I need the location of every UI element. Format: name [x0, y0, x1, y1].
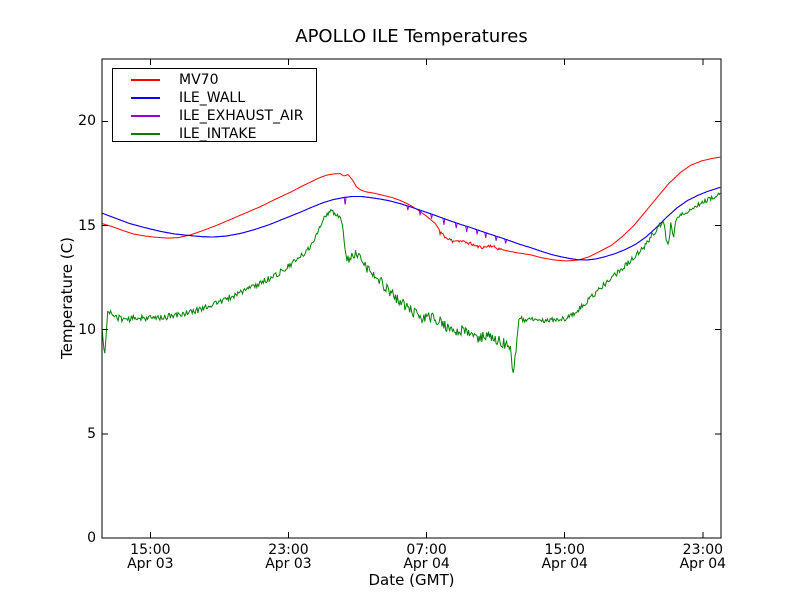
x-tick-label: 15:00 Apr 04 — [517, 543, 613, 571]
legend-line-sample — [131, 115, 160, 117]
series-line-ile_exhaust_air — [102, 186, 721, 261]
y-tick-label: 20 — [78, 113, 96, 130]
legend-line-sample — [131, 97, 160, 99]
x-axis-label: Date (GMT) — [368, 571, 455, 589]
x-tick-time: 07:00 — [406, 542, 447, 558]
x-tick-date: Apr 03 — [127, 556, 174, 572]
legend-item-ile_exhaust_air: ILE_EXHAUST_AIR — [131, 107, 316, 125]
legend-line-sample — [131, 133, 160, 135]
axes-frame — [101, 58, 722, 539]
x-tick-time: 15:00 — [130, 542, 171, 558]
x-tick-date: Apr 04 — [403, 556, 450, 572]
y-tick-label: 15 — [78, 217, 96, 234]
legend-line-sample — [131, 79, 160, 81]
x-tick-date: Apr 04 — [541, 556, 588, 572]
x-tick-label: 07:00 Apr 04 — [379, 543, 475, 571]
series-line-ile_wall — [102, 186, 721, 261]
x-tick-time: 23:00 — [682, 542, 724, 558]
x-tick-time: 23:00 — [268, 542, 309, 558]
x-tick-time: 15:00 — [544, 542, 585, 558]
x-tick-date: Apr 03 — [265, 556, 312, 572]
series-line-mv70 — [102, 156, 721, 262]
legend-item-mv70: MV70 — [131, 71, 316, 89]
y-tick-label: 0 — [87, 530, 96, 546]
legend-label: ILE_WALL — [179, 90, 246, 106]
legend: MV70 ILE_WALL ILE_EXHAUST_AIR ILE_INTAKE — [112, 68, 317, 142]
series-lines — [102, 156, 721, 373]
legend-item-ile_intake: ILE_INTAKE — [131, 125, 316, 143]
y-tick-label: 5 — [87, 425, 96, 442]
x-tick-label: 23:00 Apr 04 — [655, 543, 751, 571]
legend-label: ILE_INTAKE — [179, 126, 257, 142]
legend-item-ile_wall: ILE_WALL — [131, 89, 316, 107]
x-tick-date: Apr 04 — [679, 556, 727, 572]
legend-label: ILE_EXHAUST_AIR — [179, 108, 304, 124]
x-tick-label: 15:00 Apr 03 — [102, 543, 198, 571]
legend-label: MV70 — [179, 72, 219, 88]
y-axis-label: Temperature (C) — [58, 237, 76, 359]
y-tick-label: 10 — [78, 321, 96, 338]
x-tick-label: 23:00 Apr 03 — [240, 543, 336, 571]
chart-title: APOLLO ILE Temperatures — [295, 26, 528, 47]
series-line-ile_intake — [102, 192, 721, 373]
